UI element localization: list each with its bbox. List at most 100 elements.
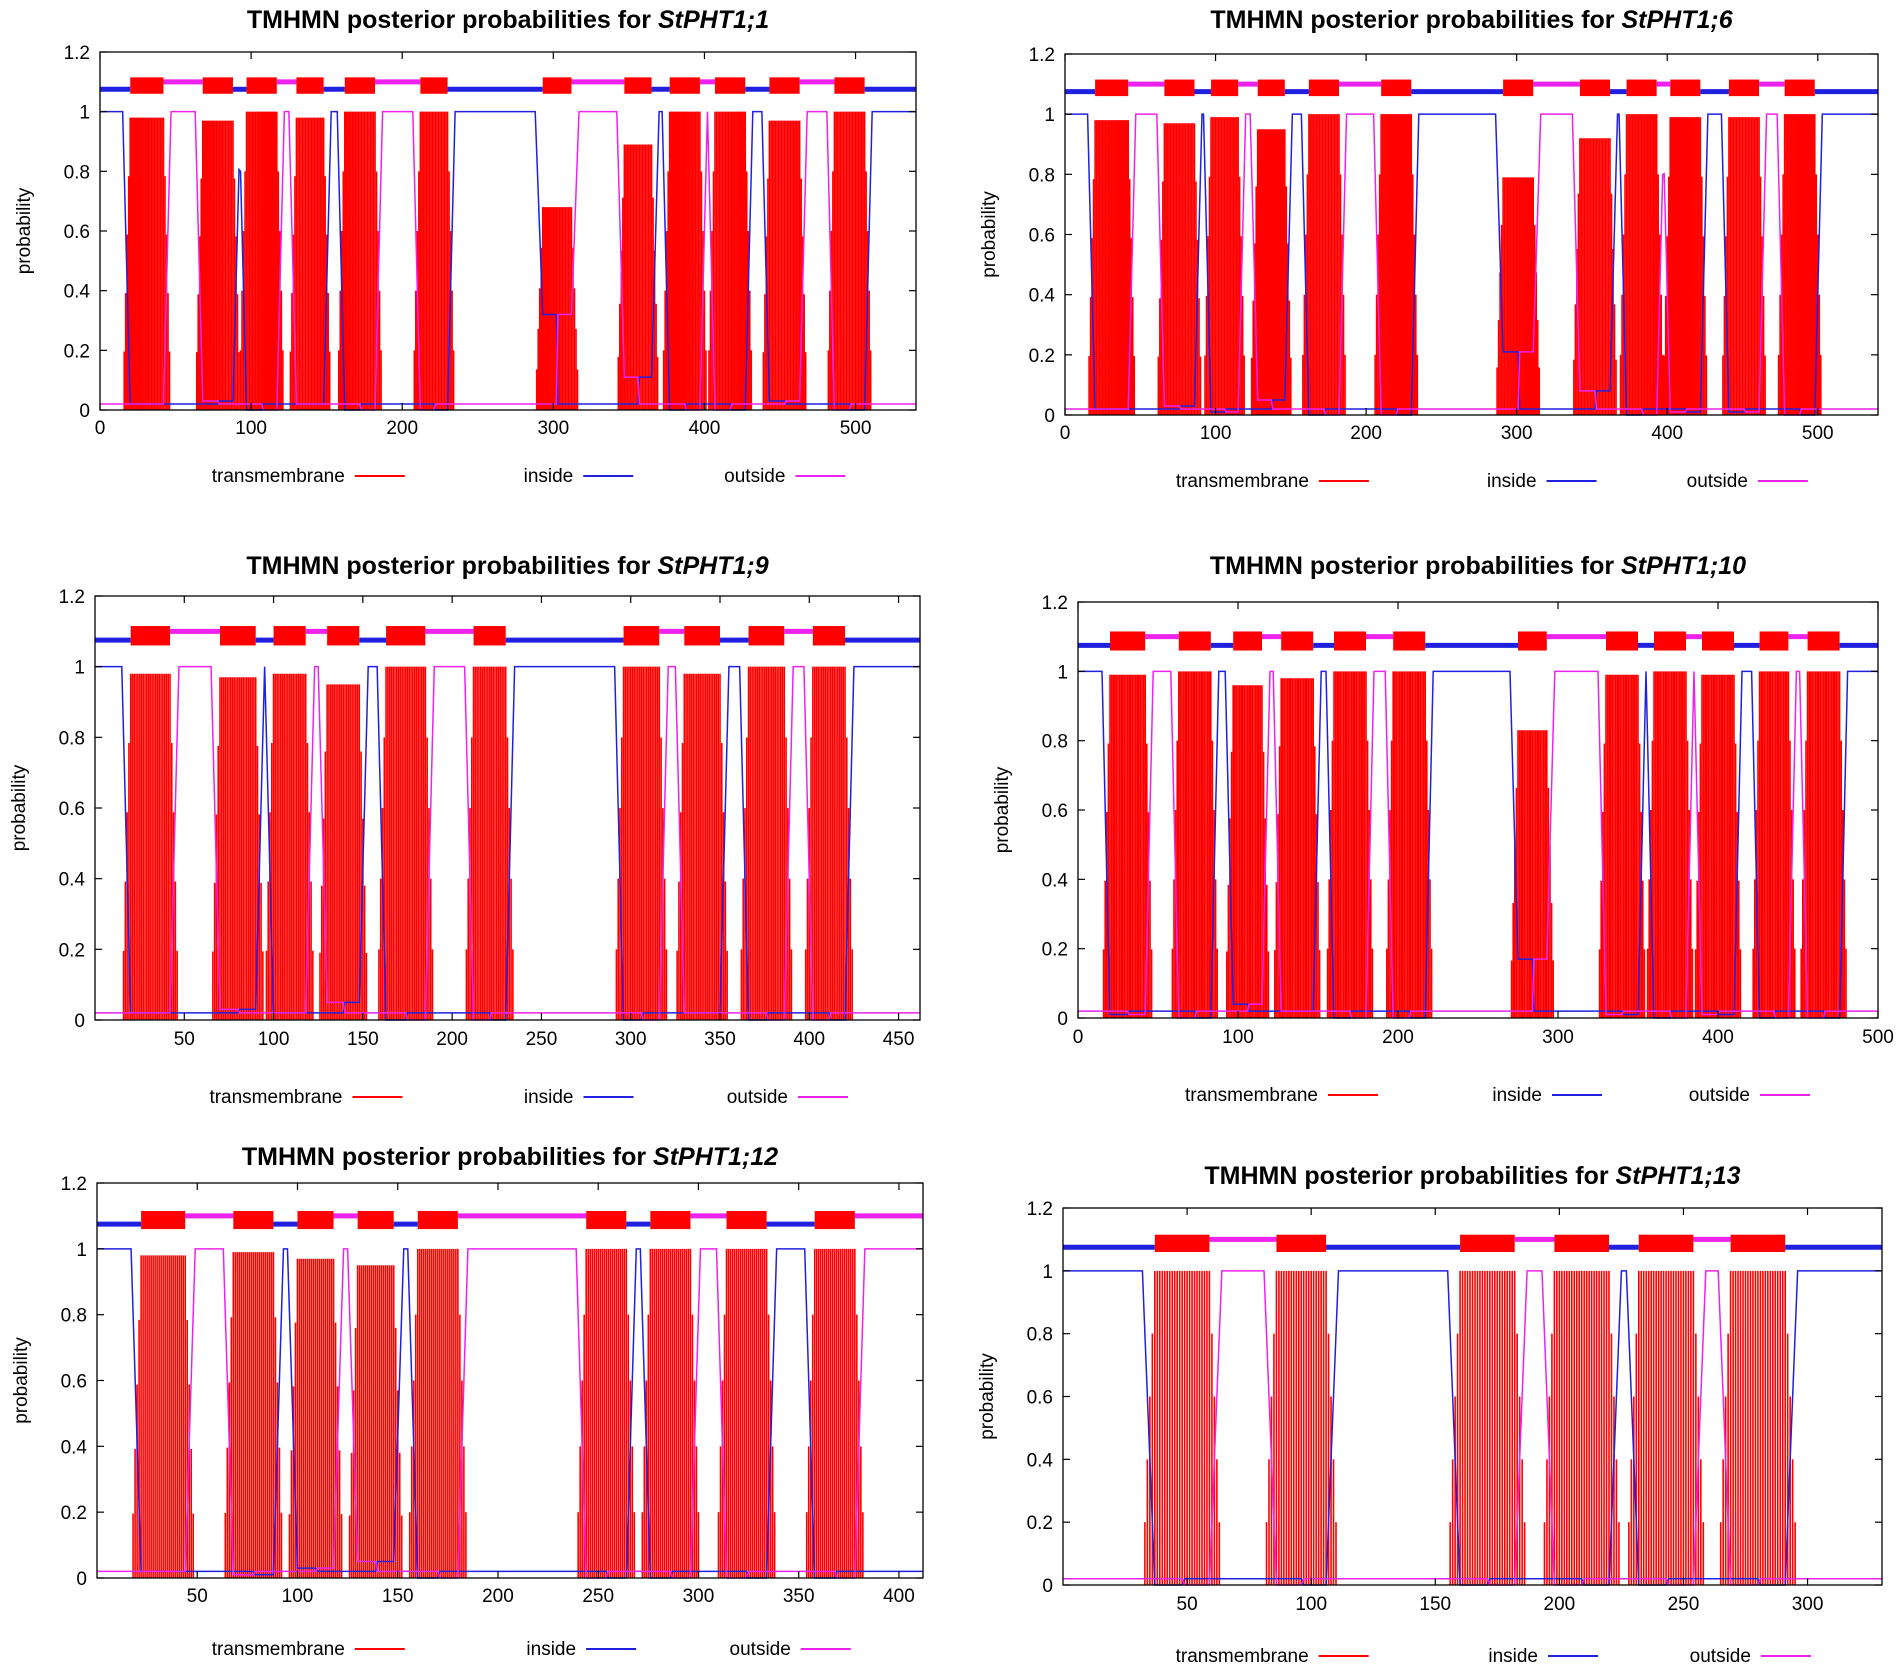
y-tick-label: 1 xyxy=(1044,105,1055,126)
outside-probability-line xyxy=(1078,670,1878,1019)
topology-helix-block xyxy=(814,1210,855,1230)
legend-label-inside: inside xyxy=(524,1087,574,1108)
chart-title-protein: StPHT1;10 xyxy=(1621,552,1746,580)
topology-helix-block xyxy=(1393,631,1426,651)
y-tick-label: 0.8 xyxy=(1027,1325,1053,1346)
topology-helix-block xyxy=(1670,79,1701,97)
y-tick-label: 0.6 xyxy=(61,1372,87,1393)
x-tick-label: 300 xyxy=(683,1586,715,1607)
legend-label-transmembrane: transmembrane xyxy=(212,466,345,487)
x-tick-label: 50 xyxy=(174,1029,195,1050)
y-tick-label: 1 xyxy=(74,658,85,679)
y-tick-label: 0 xyxy=(79,401,90,422)
topology-track xyxy=(95,626,920,646)
topology-helix-block xyxy=(220,626,256,646)
legend-label-inside: inside xyxy=(1488,1646,1538,1667)
x-tick-label: 350 xyxy=(783,1586,815,1607)
y-tick-label: 1.2 xyxy=(61,1174,87,1195)
topology-helix-block xyxy=(473,626,506,646)
chart-title-protein: StPHT1;9 xyxy=(657,552,768,580)
legend-label-inside: inside xyxy=(524,466,574,487)
x-tick-label: 250 xyxy=(526,1029,558,1050)
legend: transmembrane inside outside xyxy=(212,1639,851,1660)
y-tick-label: 0.6 xyxy=(1042,801,1068,822)
y-tick-label: 1 xyxy=(76,1240,87,1261)
x-tick-label: 200 xyxy=(482,1586,514,1607)
legend: transmembrane inside outside xyxy=(1185,1085,1810,1106)
legend-label-transmembrane: transmembrane xyxy=(209,1087,342,1108)
x-tick-label: 150 xyxy=(1419,1594,1451,1615)
x-tick-label: 200 xyxy=(436,1029,468,1050)
x-tick-label: 100 xyxy=(1222,1027,1254,1048)
topology-helix-block xyxy=(834,77,865,94)
legend: transmembrane inside outside xyxy=(209,1087,848,1108)
topology-helix-block xyxy=(748,626,785,646)
y-tick-label: 0.8 xyxy=(1042,732,1068,753)
x-tick-label: 300 xyxy=(615,1029,647,1050)
chart-title-protein: StPHT1;12 xyxy=(653,1143,778,1171)
topology-helix-block xyxy=(1460,1234,1515,1252)
x-tick-label: 450 xyxy=(883,1029,915,1050)
x-tick-label: 300 xyxy=(1542,1027,1574,1048)
y-tick-label: 1 xyxy=(1042,1262,1053,1283)
chart-title-prefix: TMHMN posterior probabilities for xyxy=(1204,1162,1615,1190)
topology-helix-block xyxy=(1154,1234,1210,1252)
topology-helix-block xyxy=(233,1210,274,1230)
topology-helix-block xyxy=(420,77,448,94)
topology-helix-block xyxy=(273,626,306,646)
topology-helix-block xyxy=(1579,79,1611,97)
topology-helix-block xyxy=(684,626,720,646)
topology-helix-block xyxy=(1702,631,1734,651)
topology-helix-block xyxy=(1233,631,1262,651)
topology-helix-block xyxy=(726,1210,767,1230)
topology-helix-block xyxy=(357,1210,394,1230)
y-tick-label: 0.4 xyxy=(61,1437,88,1458)
x-tick-label: 50 xyxy=(187,1586,208,1607)
inside-probability-line xyxy=(100,110,916,411)
topology-track xyxy=(1063,1234,1882,1252)
chart-title-protein: StPHT1;6 xyxy=(1621,6,1733,34)
x-tick-label: 200 xyxy=(1382,1027,1414,1048)
transmembrane-area xyxy=(122,666,853,1020)
y-tick-label: 1 xyxy=(1057,662,1068,683)
topology-helix-block xyxy=(1807,631,1840,651)
y-tick-label: 0.2 xyxy=(1029,346,1055,367)
legend-label-outside: outside xyxy=(1690,1646,1751,1667)
inside-probability-line xyxy=(1078,670,1878,1019)
legend-label-inside: inside xyxy=(1487,471,1537,492)
topology-helix-block xyxy=(715,77,746,94)
topology-helix-block xyxy=(327,626,360,646)
y-tick-label: 1.2 xyxy=(1029,45,1055,66)
y-tick-label: 0.2 xyxy=(1027,1513,1053,1534)
chart-panel-4: TMHMN posterior probabilities for StPHT1… xyxy=(992,552,1894,1106)
legend-label-inside: inside xyxy=(1492,1085,1542,1106)
topology-helix-block xyxy=(1638,1234,1694,1252)
y-tick-label: 0.2 xyxy=(61,1503,87,1524)
y-tick-label: 0 xyxy=(1044,406,1055,427)
transmembrane-area xyxy=(1144,1270,1796,1585)
chart-panel-5: TMHMN posterior probabilities for StPHT1… xyxy=(11,1143,924,1660)
y-axis-label: probability xyxy=(14,187,35,274)
x-tick-label: 350 xyxy=(704,1029,736,1050)
topology-helix-block xyxy=(130,77,164,94)
chart-title-prefix: TMHMN posterior probabilities for xyxy=(246,552,657,580)
y-tick-label: 1.2 xyxy=(1042,593,1068,614)
topology-helix-block xyxy=(1095,79,1129,97)
x-tick-label: 100 xyxy=(1295,1594,1327,1615)
y-tick-label: 0.6 xyxy=(1027,1388,1053,1409)
topology-helix-block xyxy=(130,626,170,646)
topology-track xyxy=(1078,631,1878,651)
x-tick-label: 200 xyxy=(1544,1594,1576,1615)
chart-title: TMHMN posterior probabilities for StPHT1… xyxy=(1210,552,1746,580)
legend: transmembrane inside outside xyxy=(1176,1646,1811,1667)
y-tick-label: 0.6 xyxy=(1029,226,1055,247)
inside-probability-line xyxy=(1065,113,1878,416)
topology-helix-block xyxy=(246,77,277,94)
topology-helix-block xyxy=(1334,631,1366,651)
topology-track xyxy=(97,1210,923,1230)
y-tick-label: 0.2 xyxy=(1042,940,1068,961)
topology-helix-block xyxy=(1110,631,1146,651)
outside-probability-line xyxy=(1065,113,1878,416)
legend-label-transmembrane: transmembrane xyxy=(212,1639,345,1660)
